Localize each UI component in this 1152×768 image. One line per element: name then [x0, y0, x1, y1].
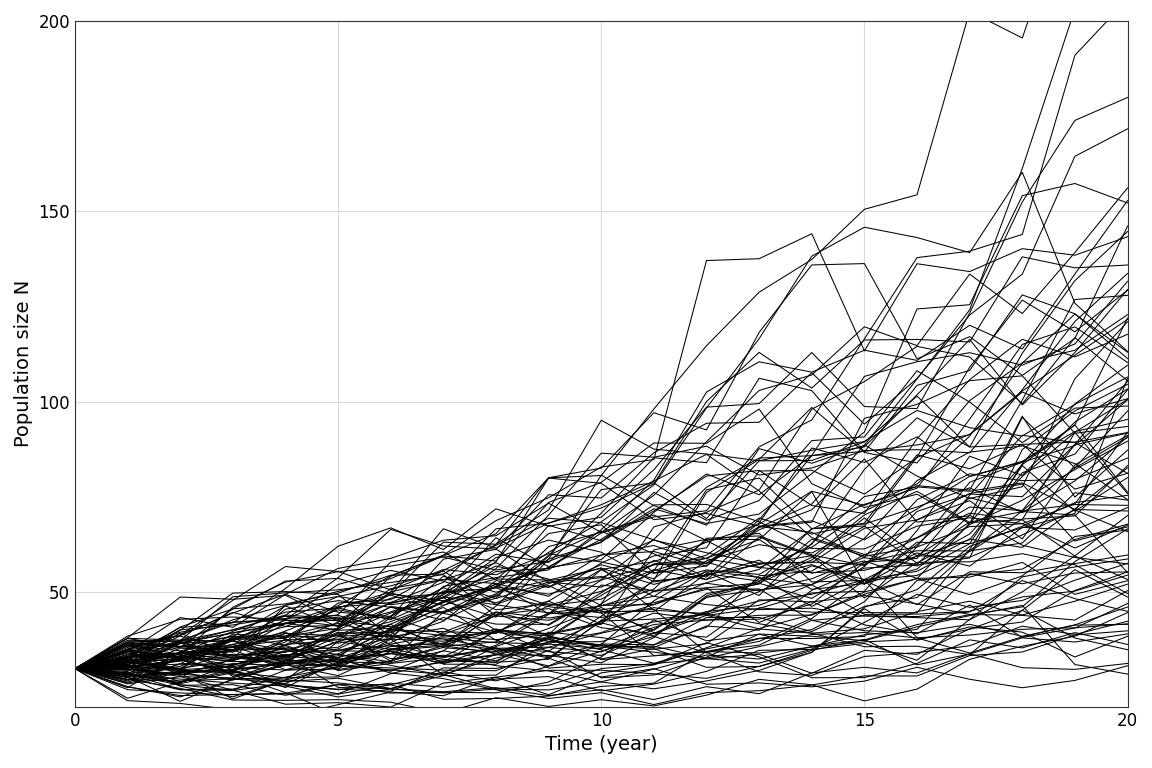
X-axis label: Time (year): Time (year)	[545, 735, 658, 754]
Y-axis label: Population size N: Population size N	[14, 280, 33, 448]
